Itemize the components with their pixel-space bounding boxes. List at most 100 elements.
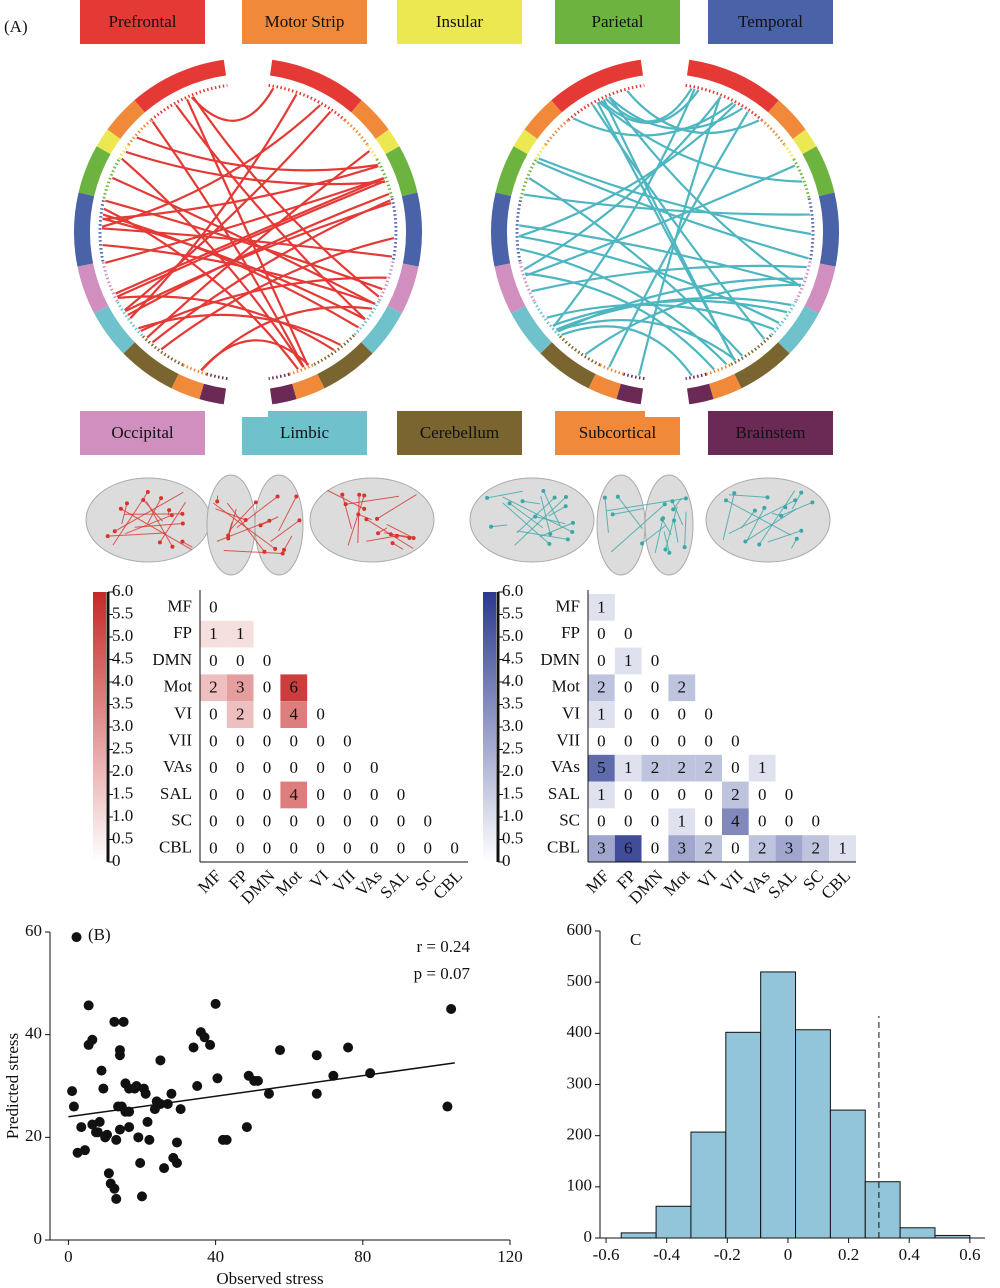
y-tick-label: 20 [25,1126,42,1145]
cell-value: 0 [758,785,767,804]
point [140,1088,151,1099]
colorbar-tick-label: 3.5 [112,693,133,712]
cell-value: 4 [290,705,299,724]
point [118,1016,129,1027]
brain-edge [134,523,183,528]
point [446,1004,457,1014]
chord [129,93,298,320]
cell [748,835,776,862]
cell [226,701,254,728]
node-dots [807,198,815,262]
node-dots [375,158,394,199]
cell-value: 0 [370,839,379,858]
row-label: VII [168,730,192,749]
node-dots [288,363,314,376]
cell [280,781,308,809]
node-dots [532,300,561,337]
cell [695,754,722,782]
ring-segment [551,59,644,113]
chord [523,96,722,271]
ring-segment [269,59,362,113]
x-tick-label: 0 [64,1247,73,1266]
brain-edge [347,495,365,546]
cell-value: 4 [290,785,299,804]
cell [226,647,254,675]
cell-value: 0 [812,812,821,831]
ring-segment [387,263,419,314]
node-dots [760,118,786,146]
annotation: r = 0.24 [417,937,471,956]
cell [641,647,669,675]
node-dots [515,198,523,262]
colorbar-tick-label: 6.0 [112,581,133,600]
cell [614,728,642,755]
brain-node [799,490,804,495]
brain-edge [610,503,666,553]
cell-value: 3 [597,839,606,858]
cell [588,674,615,702]
cell [253,808,281,836]
cell [253,701,281,728]
cell [414,808,442,836]
point [103,1168,114,1179]
chord [518,235,780,325]
brain-node [565,537,570,542]
colorbar-tick-label: 4.5 [112,648,133,667]
cell [588,594,615,621]
y-tick-label: 500 [567,971,593,990]
brain-edge [606,497,687,512]
chord [561,325,693,377]
cell-value: 0 [343,731,352,750]
ring-segment [734,342,790,389]
cell [360,835,388,862]
y-axis-label: Predicted stress [3,1033,22,1139]
ring-segment [768,100,806,139]
cell-value: 0 [263,812,272,831]
bar [760,971,797,1239]
cell [387,781,415,809]
x-tick-label: -0.4 [653,1245,680,1264]
cell [414,835,442,862]
brain-node [364,517,369,522]
cell [641,728,669,755]
point [137,1191,147,1202]
x-tick-label: -0.2 [714,1245,741,1264]
cell [668,835,696,862]
cell-value: 1 [236,624,245,643]
legend-box [708,0,833,44]
point [83,1000,94,1011]
cell [387,835,415,862]
cell [200,781,227,809]
colorbar-tick-label: 5.0 [502,626,523,645]
brain-node [267,518,272,523]
brain-node [280,551,285,556]
brain-node [570,520,575,525]
cell-value: 0 [597,651,606,670]
cell-value: 1 [597,705,606,724]
cell [641,674,669,702]
brain-node [661,516,666,521]
cell [334,728,361,755]
colorbar-tick-label: 4.0 [502,671,523,690]
brain-edge [728,494,768,498]
brain-node [376,531,381,536]
brain-node [262,549,267,554]
brain-edge [107,532,167,537]
brain-node [357,492,362,497]
brain-node [273,546,278,551]
cell-value: 0 [397,785,406,804]
colorbar-tick-label: 0 [112,851,121,870]
brain-edge [671,501,684,526]
ring-segment [588,373,621,400]
node-dots [794,261,812,302]
chord [518,103,737,238]
brain-node [180,521,185,526]
cell-value: 1 [597,785,606,804]
brain-node [375,516,380,521]
brain-node [541,488,546,493]
brain-node [362,506,367,511]
brain-node [297,518,302,523]
cell-value: 0 [678,731,687,750]
cell-value: 0 [370,812,379,831]
